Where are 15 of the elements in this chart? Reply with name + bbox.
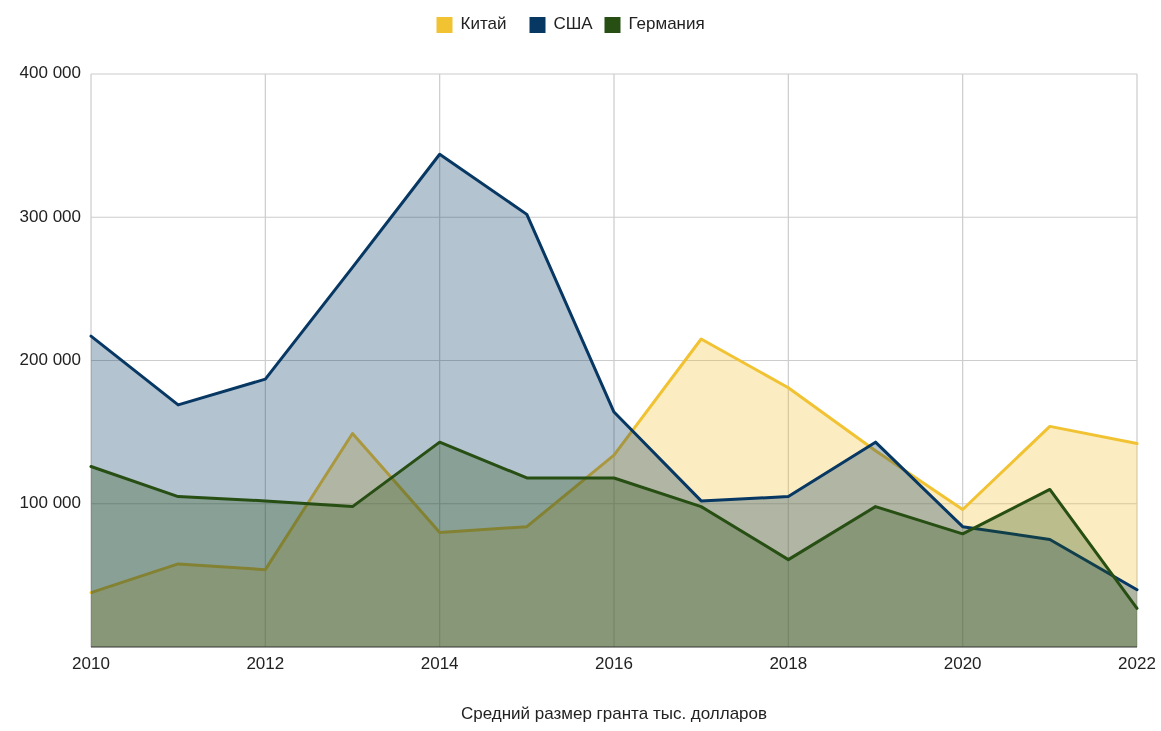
legend-label: США [553,14,594,34]
x-tick-label: 2020 [943,654,982,673]
legend-label: Китай [460,14,507,34]
y-tick-label: 300 000 [19,206,81,226]
x-tick-label: 2016 [595,654,633,673]
y-tick-label: 400 000 [19,63,81,83]
x-tick-label: 2012 [246,654,285,673]
x-tick-label: 2022 [1118,654,1156,673]
y-tick-label: 100 000 [19,493,81,513]
y-tick-label: 200 000 [19,349,81,369]
x-axis-title: Средний размер гранта тыс. долларов [460,704,768,723]
x-tick-label: 2010 [72,654,110,673]
x-tick-label: 2018 [769,654,808,673]
x-tick-label: 2014 [420,654,459,673]
legend-label: Германия [628,14,705,34]
